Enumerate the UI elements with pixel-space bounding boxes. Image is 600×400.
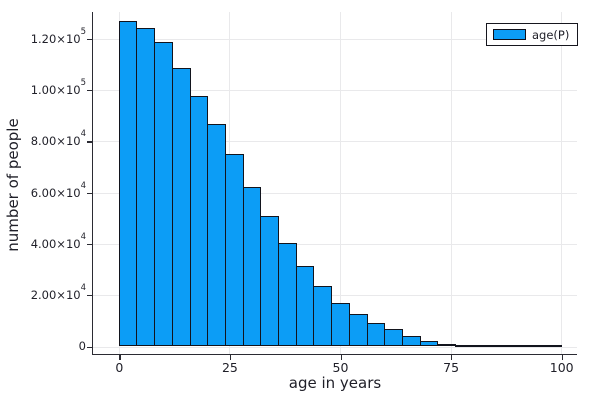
gridline-horizontal (92, 346, 577, 348)
histogram-bar (437, 343, 456, 347)
x-tick-mark (119, 355, 121, 360)
gridline-horizontal (92, 90, 577, 91)
histogram-bar (366, 322, 386, 347)
histogram-bar (455, 345, 474, 348)
histogram-bar (136, 28, 156, 347)
y-tick-mark (87, 192, 92, 194)
y-tick-label: 8.00×104 (30, 129, 86, 149)
histogram-bar (331, 302, 350, 347)
histogram-bar (242, 186, 262, 347)
histogram-bar (189, 95, 209, 347)
y-tick-mark (87, 141, 92, 143)
gridline-vertical (340, 12, 341, 354)
x-axis-title: age in years (288, 374, 382, 392)
histogram-bar (224, 154, 244, 347)
y-tick-mark (87, 90, 92, 92)
gridline-horizontal (92, 192, 577, 194)
y-tick-label: 6.00×104 (30, 180, 86, 200)
histogram-bar (207, 123, 226, 347)
histogram-bar (490, 345, 510, 348)
legend: age(P) (486, 23, 578, 46)
y-tick-label: 2.00×104 (30, 283, 86, 303)
y-tick-label: 1.20×105 (30, 26, 86, 46)
x-tick-label: 100 (549, 360, 574, 375)
histogram-bar (348, 314, 368, 347)
y-tick-mark (87, 295, 92, 297)
legend-swatch (493, 29, 526, 40)
gridline-horizontal (92, 295, 577, 297)
plot-area: age(P) (91, 12, 578, 355)
x-tick-mark (229, 355, 232, 360)
x-tick-label: 0 (115, 360, 124, 375)
y-tick-label: 1.00×105 (30, 78, 86, 97)
gridline-vertical (450, 12, 452, 354)
histogram-bar (508, 345, 527, 348)
y-tick-label: 0 (78, 338, 86, 353)
histogram-bar (525, 345, 545, 348)
histogram-bar (419, 341, 439, 347)
histogram-bar (472, 345, 492, 348)
histogram-bar (154, 42, 173, 347)
x-tick-label: 25 (221, 360, 238, 375)
y-tick-mark (87, 243, 92, 246)
gridline-vertical (561, 12, 563, 354)
legend-label: age(P) (532, 27, 570, 42)
x-tick-mark (340, 355, 342, 360)
y-tick-label: 4.00×104 (30, 231, 86, 251)
histogram-bar (401, 335, 421, 347)
histogram-bar (384, 328, 403, 347)
x-tick-label: 50 (332, 360, 349, 375)
histogram-bar (118, 20, 138, 347)
x-tick-mark (561, 355, 563, 360)
histogram-bar (313, 285, 333, 347)
gridline-horizontal (92, 38, 577, 40)
x-tick-label: 75 (443, 360, 460, 375)
histogram-bar (295, 265, 315, 347)
histogram-bar (171, 67, 191, 347)
y-tick-mark (87, 346, 92, 348)
histogram-bar (260, 215, 280, 347)
y-tick-mark (87, 38, 92, 40)
x-tick-mark (451, 355, 453, 360)
histogram-bar (278, 243, 297, 347)
gridline-horizontal (92, 141, 577, 143)
gridline-horizontal (92, 243, 577, 245)
histogram-bar (543, 345, 563, 348)
